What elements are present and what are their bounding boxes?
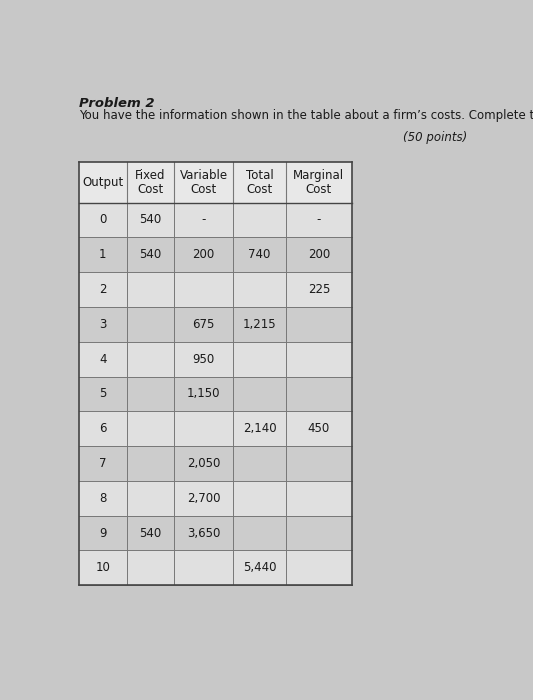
Text: (50 points): (50 points) bbox=[403, 131, 467, 144]
Text: 8: 8 bbox=[99, 492, 107, 505]
Text: Cost: Cost bbox=[246, 183, 273, 196]
Text: 9: 9 bbox=[99, 526, 107, 540]
Bar bbox=[79, 307, 352, 342]
Text: 740: 740 bbox=[248, 248, 271, 261]
Bar bbox=[79, 481, 352, 516]
Text: 675: 675 bbox=[192, 318, 215, 331]
Text: 540: 540 bbox=[140, 248, 161, 261]
Text: 3: 3 bbox=[99, 318, 107, 331]
Text: 200: 200 bbox=[308, 248, 330, 261]
Text: Problem 2: Problem 2 bbox=[79, 97, 155, 111]
Text: Cost: Cost bbox=[306, 183, 332, 196]
Text: 3,650: 3,650 bbox=[187, 526, 221, 540]
Text: 6: 6 bbox=[99, 422, 107, 435]
Bar bbox=[79, 550, 352, 585]
Text: 10: 10 bbox=[95, 561, 110, 575]
Text: 2,140: 2,140 bbox=[243, 422, 277, 435]
Text: 0: 0 bbox=[99, 214, 107, 227]
Text: Cost: Cost bbox=[138, 183, 164, 196]
Text: 225: 225 bbox=[308, 283, 330, 296]
Text: -: - bbox=[317, 214, 321, 227]
Text: Marginal: Marginal bbox=[293, 169, 344, 182]
Text: Fixed: Fixed bbox=[135, 169, 166, 182]
Text: -: - bbox=[201, 214, 206, 227]
Text: Output: Output bbox=[82, 176, 124, 189]
Text: 540: 540 bbox=[140, 214, 161, 227]
Bar bbox=[79, 412, 352, 446]
Text: Variable: Variable bbox=[180, 169, 228, 182]
Text: 2,050: 2,050 bbox=[187, 457, 221, 470]
Bar bbox=[79, 237, 352, 272]
Text: 1,215: 1,215 bbox=[243, 318, 277, 331]
Bar bbox=[79, 377, 352, 412]
Text: Cost: Cost bbox=[191, 183, 217, 196]
Bar bbox=[79, 272, 352, 307]
Text: 5: 5 bbox=[99, 387, 107, 400]
Text: 7: 7 bbox=[99, 457, 107, 470]
Text: 2,700: 2,700 bbox=[187, 492, 221, 505]
Bar bbox=[79, 202, 352, 237]
Bar bbox=[79, 342, 352, 377]
Text: 200: 200 bbox=[192, 248, 215, 261]
Text: 5,440: 5,440 bbox=[243, 561, 277, 575]
Text: 2: 2 bbox=[99, 283, 107, 296]
Text: 1: 1 bbox=[99, 248, 107, 261]
Text: Total: Total bbox=[246, 169, 273, 182]
Text: You have the information shown in the table about a firm’s costs. Complete the m: You have the information shown in the ta… bbox=[79, 109, 533, 122]
Text: 950: 950 bbox=[192, 353, 215, 365]
Text: 540: 540 bbox=[140, 526, 161, 540]
Text: 4: 4 bbox=[99, 353, 107, 365]
Bar bbox=[79, 516, 352, 550]
Bar bbox=[79, 162, 352, 202]
Text: 450: 450 bbox=[308, 422, 330, 435]
Bar bbox=[79, 446, 352, 481]
Text: 1,150: 1,150 bbox=[187, 387, 221, 400]
